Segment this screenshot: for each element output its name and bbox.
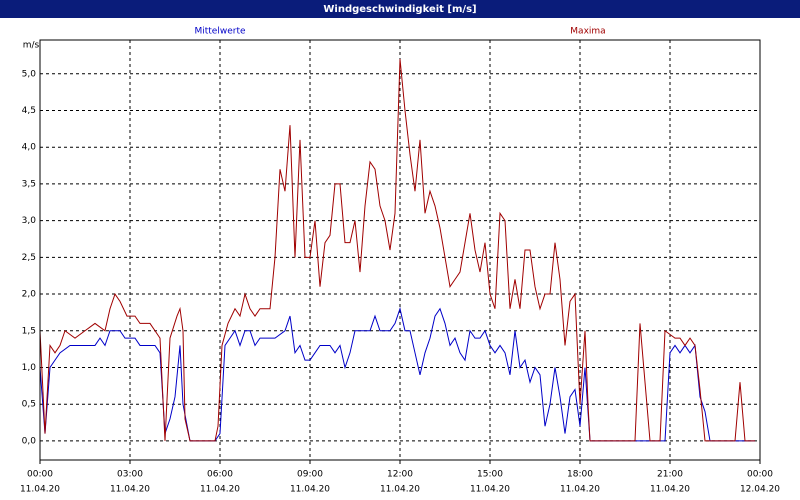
- legend-label: Maxima: [570, 27, 605, 37]
- x-tick-date: 11.04.20: [650, 485, 690, 495]
- x-tick-label: 18:00: [567, 470, 593, 480]
- x-tick-label: 03:00: [117, 470, 143, 480]
- y-tick-label: 2,0: [22, 290, 37, 300]
- lines: [39, 59, 755, 442]
- title-bar: [0, 0, 800, 18]
- x-tick-label: 00:00: [27, 470, 53, 480]
- y-tick-label: 3,0: [22, 216, 37, 226]
- legend-label: Mittelwerte: [194, 27, 245, 37]
- x-tick-label: 15:00: [477, 470, 503, 480]
- series-line: [39, 59, 755, 442]
- x-tick-date: 11.04.20: [380, 485, 420, 495]
- y-unit: m/s: [23, 41, 40, 51]
- x-tick-date: 11.04.20: [290, 485, 330, 495]
- x-tick-date: 11.04.20: [110, 485, 150, 495]
- x-tick-label: 09:00: [297, 470, 323, 480]
- x-tick-date: 11.04.20: [470, 485, 510, 495]
- x-tick-date: 11.04.20: [20, 485, 60, 495]
- y-tick-label: 4,0: [22, 143, 37, 153]
- y-tick-label: 2,5: [22, 253, 36, 263]
- x-tick-label: 12:00: [387, 470, 413, 480]
- grid: [39, 40, 761, 460]
- x-tick-label: 21:00: [657, 470, 683, 480]
- x-tick-date: 11.04.20: [560, 485, 600, 495]
- x-tick-date: 12.04.20: [740, 485, 780, 495]
- x-tick-date: 11.04.20: [200, 485, 240, 495]
- y-tick-label: 5,0: [22, 69, 37, 79]
- y-tick-label: 0,0: [22, 436, 37, 446]
- series-line: [39, 306, 755, 442]
- y-tick-label: 1,5: [22, 326, 36, 336]
- y-tick-label: 3,5: [22, 179, 36, 189]
- y-tick-label: 0,5: [22, 400, 36, 410]
- y-tick-label: 1,0: [22, 363, 37, 373]
- x-tick-label: 06:00: [207, 470, 233, 480]
- y-tick-label: 4,5: [22, 106, 36, 116]
- x-tick-label: 00:00: [747, 470, 773, 480]
- chart-title: Windgeschwindigkeit [m/s]: [323, 4, 476, 15]
